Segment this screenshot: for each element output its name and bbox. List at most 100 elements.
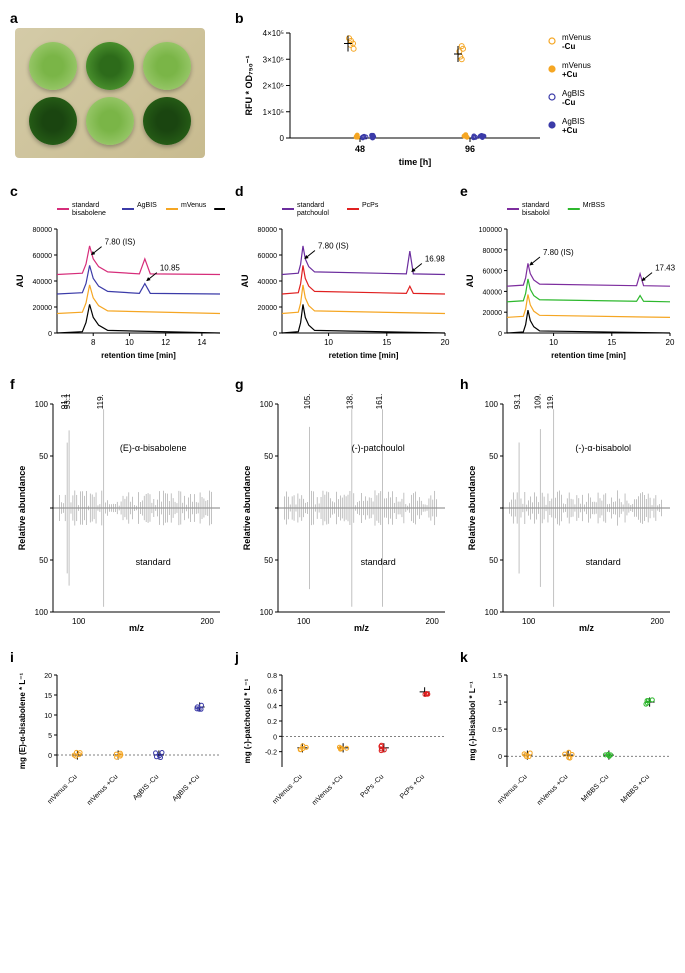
svg-text:119.1: 119.1 (96, 394, 105, 409)
svg-text:AgBIS: AgBIS (562, 89, 585, 98)
svg-text:105.1: 105.1 (303, 394, 312, 409)
svg-text:50: 50 (39, 452, 48, 461)
svg-text:1×10⁵: 1×10⁵ (263, 108, 284, 117)
svg-text:MrBBS +Cu: MrBBS +Cu (620, 773, 651, 804)
svg-text:MrBSS: MrBSS (583, 202, 606, 209)
svg-text:100: 100 (297, 617, 311, 626)
svg-text:mg (E)-α-bisabolene * L⁻¹: mg (E)-α-bisabolene * L⁻¹ (18, 673, 27, 770)
svg-text:standard: standard (297, 202, 324, 209)
svg-text:retention time [min]: retention time [min] (101, 351, 176, 360)
svg-text:m/z: m/z (129, 623, 145, 633)
svg-text:20: 20 (666, 338, 675, 347)
row-ijk: i 05101520mg (E)-α-bisabolene * L⁻¹mVenu… (10, 649, 675, 837)
svg-text:PcPs: PcPs (362, 202, 379, 209)
svg-text:0.8: 0.8 (267, 673, 277, 680)
svg-text:AgBIS: AgBIS (137, 202, 157, 209)
svg-text:-0.2: -0.2 (265, 750, 277, 757)
well-5 (86, 97, 134, 145)
svg-text:standard: standard (72, 202, 99, 209)
svg-text:40000: 40000 (258, 279, 278, 286)
svg-text:AgBIS +Cu: AgBIS +Cu (171, 773, 201, 803)
svg-text:2×10⁵: 2×10⁵ (263, 82, 284, 91)
svg-text:-Cu: -Cu (562, 98, 575, 107)
svg-text:mVenus +Cu: mVenus +Cu (311, 773, 345, 807)
svg-text:12: 12 (161, 338, 170, 347)
svg-text:PcPs -Cu: PcPs -Cu (359, 773, 385, 799)
svg-text:138.1: 138.1 (346, 394, 355, 409)
svg-text:m/z: m/z (354, 623, 370, 633)
svg-text:15: 15 (607, 338, 616, 347)
svg-text:+Cu: +Cu (562, 126, 577, 135)
svg-text:0: 0 (280, 134, 285, 143)
svg-text:time [h]: time [h] (399, 157, 432, 167)
chart-d-svg: 020000400006000080000101520AUretetion ti… (240, 201, 450, 361)
svg-text:80000: 80000 (33, 227, 53, 234)
svg-text:1.5: 1.5 (492, 673, 502, 680)
svg-text:0: 0 (273, 331, 277, 338)
svg-text:100: 100 (72, 617, 86, 626)
svg-text:60000: 60000 (258, 253, 278, 260)
svg-text:mg (-)-bisabolol * L⁻¹: mg (-)-bisabolol * L⁻¹ (468, 681, 477, 761)
svg-text:20: 20 (44, 673, 52, 680)
svg-text:100: 100 (522, 617, 536, 626)
panel-k-label: k (460, 649, 468, 665)
svg-text:109.1: 109.1 (533, 394, 542, 409)
chart-c-svg: 0200004000060000800008101214AUretention … (15, 201, 225, 361)
svg-text:16.98: 16.98 (425, 255, 446, 264)
well-2 (86, 42, 134, 90)
svg-text:10: 10 (44, 713, 52, 720)
svg-text:0.6: 0.6 (267, 688, 277, 695)
svg-text:100000: 100000 (479, 227, 502, 234)
svg-text:50: 50 (39, 556, 48, 565)
svg-text:50: 50 (264, 452, 273, 461)
svg-text:100: 100 (485, 608, 499, 617)
svg-text:80000: 80000 (483, 248, 503, 255)
panel-f-label: f (10, 376, 15, 392)
svg-text:40000: 40000 (33, 279, 53, 286)
svg-text:10.85: 10.85 (160, 264, 181, 273)
svg-text:(E)-α-bisabolene: (E)-α-bisabolene (120, 443, 187, 453)
svg-text:80000: 80000 (258, 227, 278, 234)
svg-text:standard: standard (136, 557, 171, 567)
svg-text:m/z: m/z (579, 623, 595, 633)
svg-text:MrBBS -Cu: MrBBS -Cu (580, 773, 610, 803)
panel-d: d 020000400006000080000101520AUretetion … (235, 183, 450, 361)
panel-d-label: d (235, 183, 244, 199)
svg-text:PcPs +Cu: PcPs +Cu (399, 773, 426, 800)
svg-text:96: 96 (465, 144, 475, 154)
panel-k: k 00.511.5mg (-)-bisabolol * L⁻¹mVenus -… (460, 649, 675, 837)
svg-text:50: 50 (264, 556, 273, 565)
svg-text:retetion time [min]: retetion time [min] (329, 351, 399, 360)
svg-text:8: 8 (91, 338, 96, 347)
svg-text:5: 5 (48, 733, 52, 740)
svg-text:0: 0 (48, 331, 52, 338)
svg-text:mVenus +Cu: mVenus +Cu (536, 773, 570, 807)
svg-text:0.5: 0.5 (492, 727, 502, 734)
svg-text:40000: 40000 (483, 289, 503, 296)
svg-text:mVenus +Cu: mVenus +Cu (86, 773, 120, 807)
svg-text:Relative abundance: Relative abundance (242, 466, 252, 551)
svg-text:0: 0 (498, 331, 502, 338)
svg-text:Relative abundance: Relative abundance (467, 466, 477, 551)
svg-text:1: 1 (498, 700, 502, 707)
panel-j-label: j (235, 649, 239, 665)
svg-text:93.1: 93.1 (63, 394, 72, 409)
figure-container: a b 01×10⁵2×10⁵3×10⁵4×10⁵4896RFU * OD₇₅₀… (10, 10, 675, 837)
svg-text:bisabolene: bisabolene (72, 210, 106, 217)
svg-text:50: 50 (489, 452, 498, 461)
svg-text:standard: standard (361, 557, 396, 567)
svg-text:+Cu: +Cu (562, 70, 577, 79)
svg-text:60000: 60000 (483, 269, 503, 276)
svg-text:(-)-patchoulol: (-)-patchoulol (352, 443, 405, 453)
panel-i: i 05101520mg (E)-α-bisabolene * L⁻¹mVenu… (10, 649, 225, 837)
svg-text:200: 200 (650, 617, 664, 626)
svg-text:20000: 20000 (258, 305, 278, 312)
svg-text:mVenus -Cu: mVenus -Cu (497, 773, 529, 805)
svg-text:15: 15 (382, 338, 391, 347)
svg-text:100: 100 (260, 608, 274, 617)
well-6 (143, 97, 191, 145)
svg-text:Relative abundance: Relative abundance (17, 466, 27, 551)
svg-text:119.1: 119.1 (546, 394, 555, 409)
svg-text:100: 100 (35, 608, 49, 617)
svg-text:mVenus: mVenus (181, 202, 207, 209)
